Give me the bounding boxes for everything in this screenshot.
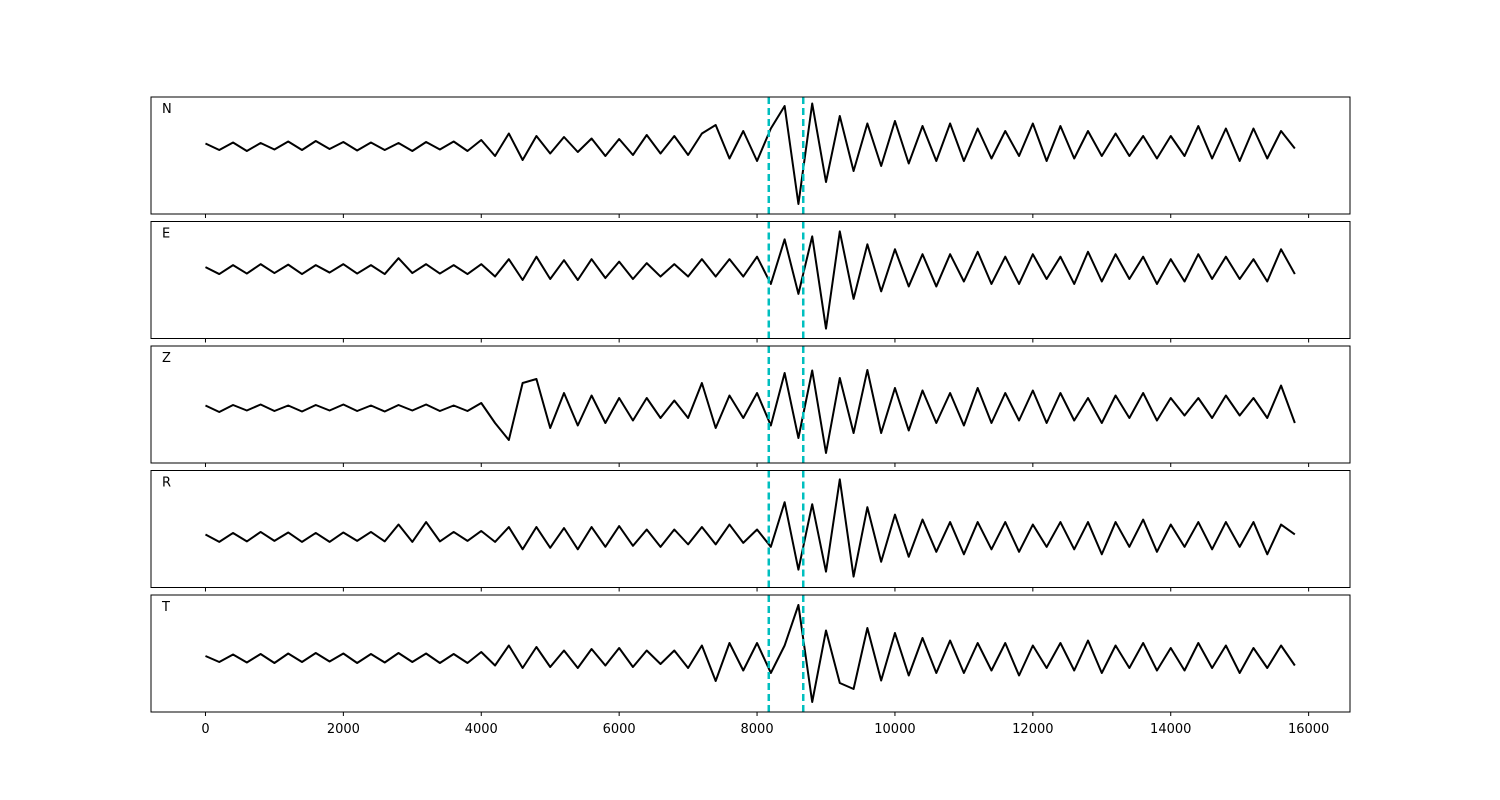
panel-label: R xyxy=(162,476,171,491)
x-tick-label: 10000 xyxy=(874,722,915,737)
x-tick-label: 2000 xyxy=(327,722,360,737)
x-tick-label: 14000 xyxy=(1150,722,1191,737)
panel-frame xyxy=(150,96,1351,215)
x-tick-label: 16000 xyxy=(1288,722,1329,737)
trace xyxy=(205,604,1296,703)
x-tick-label: 6000 xyxy=(603,722,636,737)
x-tick-label: 0 xyxy=(201,722,209,737)
x-tick-label: 12000 xyxy=(1012,722,1053,737)
panel-frame xyxy=(150,594,1351,713)
trace xyxy=(204,478,1296,578)
panel-label: N xyxy=(162,102,172,117)
panel-frame xyxy=(150,470,1351,588)
trace xyxy=(205,369,1296,454)
panel-frame xyxy=(150,345,1351,464)
panel-label: T xyxy=(161,600,170,615)
trace xyxy=(205,102,1296,205)
x-tick-label: 4000 xyxy=(465,722,498,737)
panel-label: Z xyxy=(162,351,171,366)
panel-frame xyxy=(150,221,1351,339)
panel-label: E xyxy=(162,227,170,242)
x-tick-label: 8000 xyxy=(741,722,774,737)
trace xyxy=(205,230,1296,330)
